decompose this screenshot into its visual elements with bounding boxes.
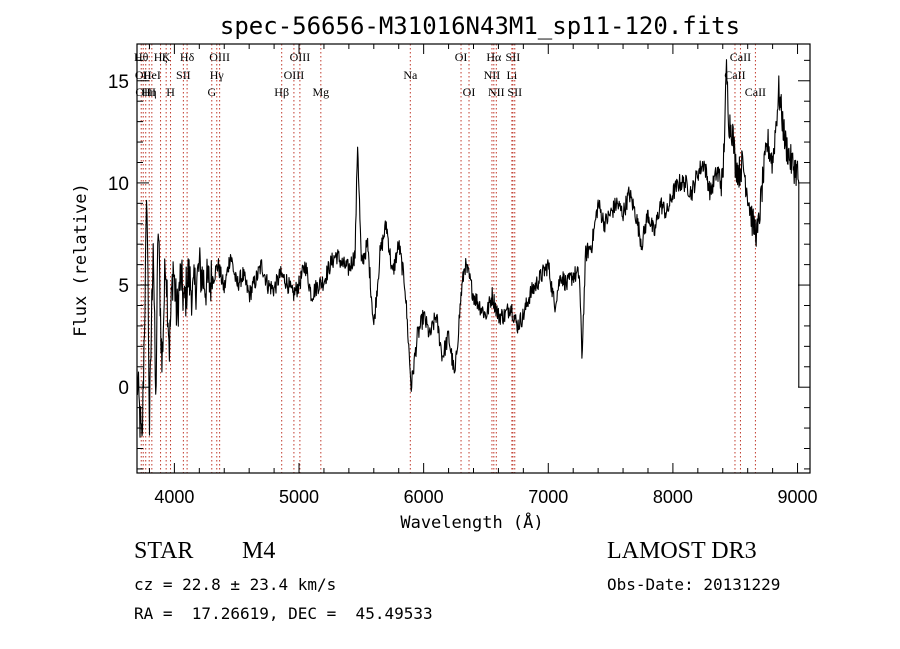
line-label: SII (507, 85, 522, 99)
survey-name: LAMOST DR3 (607, 538, 757, 564)
line-label: OIII (135, 85, 156, 99)
redshift-text: cz = 22.8 ± 23.4 km/s (134, 575, 337, 594)
line-label: OIII (209, 50, 230, 64)
line-label: HeI (143, 68, 161, 82)
y-tick-label: 10 (108, 174, 129, 195)
x-tick-label: 4000 (154, 487, 194, 507)
x-axis-label: Wavelength (Å) (400, 511, 543, 533)
line-label: Hθ (134, 50, 149, 64)
line-label: Hζ (154, 50, 168, 64)
line-label: CaII (745, 85, 766, 99)
line-label: Hγ (210, 68, 225, 82)
line-label: OII (135, 68, 152, 82)
y-tick-label: 0 (118, 378, 129, 399)
line-label: H (166, 85, 175, 99)
obs-date: Obs-Date: 20131229 (607, 575, 781, 594)
coordinates: RA = 17.26619, DEC = 45.49533 (134, 604, 433, 623)
line-label: CaII (730, 50, 751, 64)
y-axis-label: Flux (relative) (71, 183, 91, 337)
object-subclass: M4 (242, 538, 276, 564)
x-tick-label: 5000 (279, 487, 319, 507)
x-tick-label: 6000 (404, 487, 444, 507)
x-tick-label: 9000 (778, 487, 818, 507)
line-label: OIII (284, 68, 305, 82)
x-tick-label: 8000 (653, 487, 693, 507)
line-label: CaII (724, 68, 745, 82)
y-tick-label: 5 (118, 276, 129, 297)
line-label: Li (507, 68, 518, 82)
x-tick-label: 7000 (528, 487, 568, 507)
line-label: Mg (312, 85, 329, 99)
plot-frame (136, 43, 811, 474)
line-label: NII (488, 85, 505, 99)
y-tick-label: 15 (108, 72, 129, 93)
line-label: OIII (290, 50, 311, 64)
line-label: K (162, 50, 171, 64)
line-label: NII (484, 68, 501, 82)
line-label: OI (463, 85, 476, 99)
line-label: SII (506, 50, 521, 64)
line-label: OI (455, 50, 468, 64)
line-label: Hβ (274, 85, 289, 99)
spectrum-line (136, 59, 800, 438)
line-label: Hδ (180, 50, 195, 64)
object-class: STAR (134, 538, 194, 564)
line-label: Hα (486, 50, 502, 64)
line-label: Na (403, 68, 418, 82)
line-label: SII (176, 68, 191, 82)
chart-title: spec-56656-M31016N43M1_sp11-120.fits (220, 12, 740, 40)
line-label: G (207, 85, 216, 99)
line-label: Hη (142, 85, 157, 99)
